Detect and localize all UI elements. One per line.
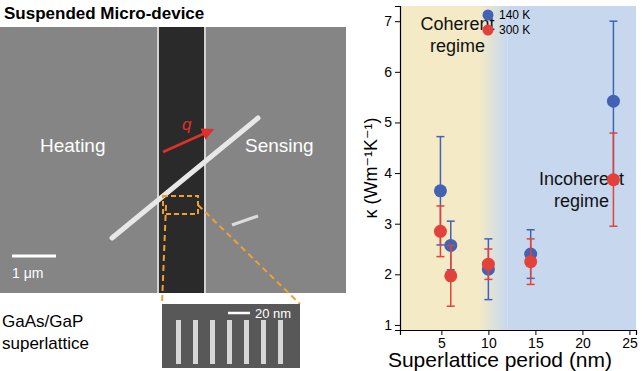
x-axis-title: Superlattice period (nm) — [388, 348, 612, 371]
y-tick-label: 1 — [384, 317, 392, 333]
inset-stripe — [278, 320, 283, 364]
data-marks — [434, 21, 620, 306]
zoom-line — [162, 205, 166, 304]
error-bar-cap — [436, 205, 444, 207]
y-tick-mark — [395, 274, 400, 275]
error-bar-cap — [484, 238, 492, 240]
error-bar-cap — [527, 284, 535, 286]
error-bar-cap — [609, 132, 617, 134]
error-bar-cap — [527, 238, 535, 240]
zoom-line — [198, 205, 300, 304]
y-tick: 4 — [384, 165, 400, 181]
series — [434, 133, 620, 306]
sensing-label: Sensing — [245, 135, 314, 156]
region-label: regime — [430, 36, 485, 56]
data-point — [607, 173, 620, 186]
legend-label: 140 K — [499, 8, 530, 22]
legend-label: 300 K — [499, 23, 530, 37]
y-tick-label: 3 — [384, 216, 392, 232]
figure: Suspended Micro-device q Heating Sensing 1 μ… — [0, 0, 643, 371]
nanowire-small — [232, 216, 258, 225]
legend-marker — [483, 25, 494, 36]
inset-caption: GaAs/GaP — [2, 312, 83, 331]
figure-container: Suspended Micro-device q Heating Sensing 1 μ… — [0, 0, 643, 371]
region-label: regime — [554, 191, 609, 211]
data-point — [482, 258, 495, 271]
panel-title: Suspended Micro-device — [4, 4, 204, 23]
data-point — [434, 184, 447, 197]
y-tick-mark — [395, 325, 400, 326]
y-tick: 6 — [384, 64, 400, 80]
inset-image — [162, 304, 300, 368]
sem-trench — [158, 27, 205, 293]
data-point — [444, 269, 457, 282]
trench-edge — [157, 27, 159, 293]
y-tick-mark — [395, 72, 400, 73]
y-tick-mark — [395, 173, 400, 174]
sem-image — [0, 27, 346, 293]
region — [507, 6, 636, 330]
regions — [400, 6, 636, 330]
data-point — [434, 225, 447, 238]
y-axis: 1 2 3 4 5 6 7 — [384, 7, 400, 333]
y-tick: 2 — [384, 266, 400, 282]
region-label: Incoherent — [539, 169, 624, 189]
y-tick-label: 2 — [384, 266, 392, 282]
y-tick-mark — [395, 122, 400, 123]
y-tick-mark — [395, 224, 400, 225]
nanowire — [112, 118, 258, 238]
inset-stripe — [244, 320, 249, 364]
error-bar-cap — [447, 220, 455, 222]
error-bar-cap — [609, 225, 617, 227]
error-bar-cap — [609, 20, 617, 22]
y-tick: 3 — [384, 216, 400, 232]
y-tick-label: 5 — [384, 114, 392, 130]
x-tick-label: 25 — [622, 335, 638, 351]
inset-stripe — [261, 320, 266, 364]
inset-scale-bar — [228, 312, 250, 315]
data-point — [607, 95, 620, 108]
series — [434, 21, 620, 299]
error-bar-cap — [484, 279, 492, 281]
y-tick-label: 4 — [384, 165, 392, 181]
error-bar-cap — [447, 305, 455, 307]
inset-scale-bar-label: 20 nm — [255, 306, 291, 321]
y-tick-mark — [395, 21, 400, 22]
x-tick: 25 — [622, 330, 638, 351]
y-tick-label: 7 — [384, 13, 392, 29]
legend-marker — [483, 10, 494, 21]
inset-stripe — [227, 320, 232, 364]
error-bar-cap — [436, 136, 444, 138]
scale-bar-label: 1 μm — [12, 265, 43, 281]
inset-caption: superlattice — [2, 334, 89, 353]
error-bar-cap — [447, 245, 455, 247]
y-tick: 1 — [384, 317, 400, 333]
legend: 140 K300 K — [483, 8, 531, 37]
error-bar-cap — [484, 299, 492, 301]
scale-bar — [12, 255, 56, 258]
error-bar-cap — [436, 256, 444, 258]
y-tick-label: 6 — [384, 64, 392, 80]
data-point — [524, 255, 537, 268]
y-tick: 7 — [384, 13, 400, 29]
heating-label: Heating — [40, 135, 106, 156]
x-axis-line — [401, 331, 637, 336]
inset-stripe — [193, 320, 198, 364]
heat-flux-label: q — [182, 115, 192, 134]
zoom-box — [163, 196, 198, 214]
chart: CoherentregimeIncoherentregime5101520251… — [361, 6, 638, 371]
inset-stripe — [210, 320, 215, 364]
sem-panel: Suspended Micro-device q Heating Sensing 1 μ… — [0, 4, 346, 368]
error-bar-cap — [527, 229, 535, 231]
y-axis-line — [395, 7, 401, 331]
inset-stripe — [176, 320, 181, 364]
error-bar-cap — [484, 248, 492, 250]
y-axis-title: κ (Wm⁻¹K⁻¹) — [361, 118, 381, 219]
y-tick: 5 — [384, 114, 400, 130]
